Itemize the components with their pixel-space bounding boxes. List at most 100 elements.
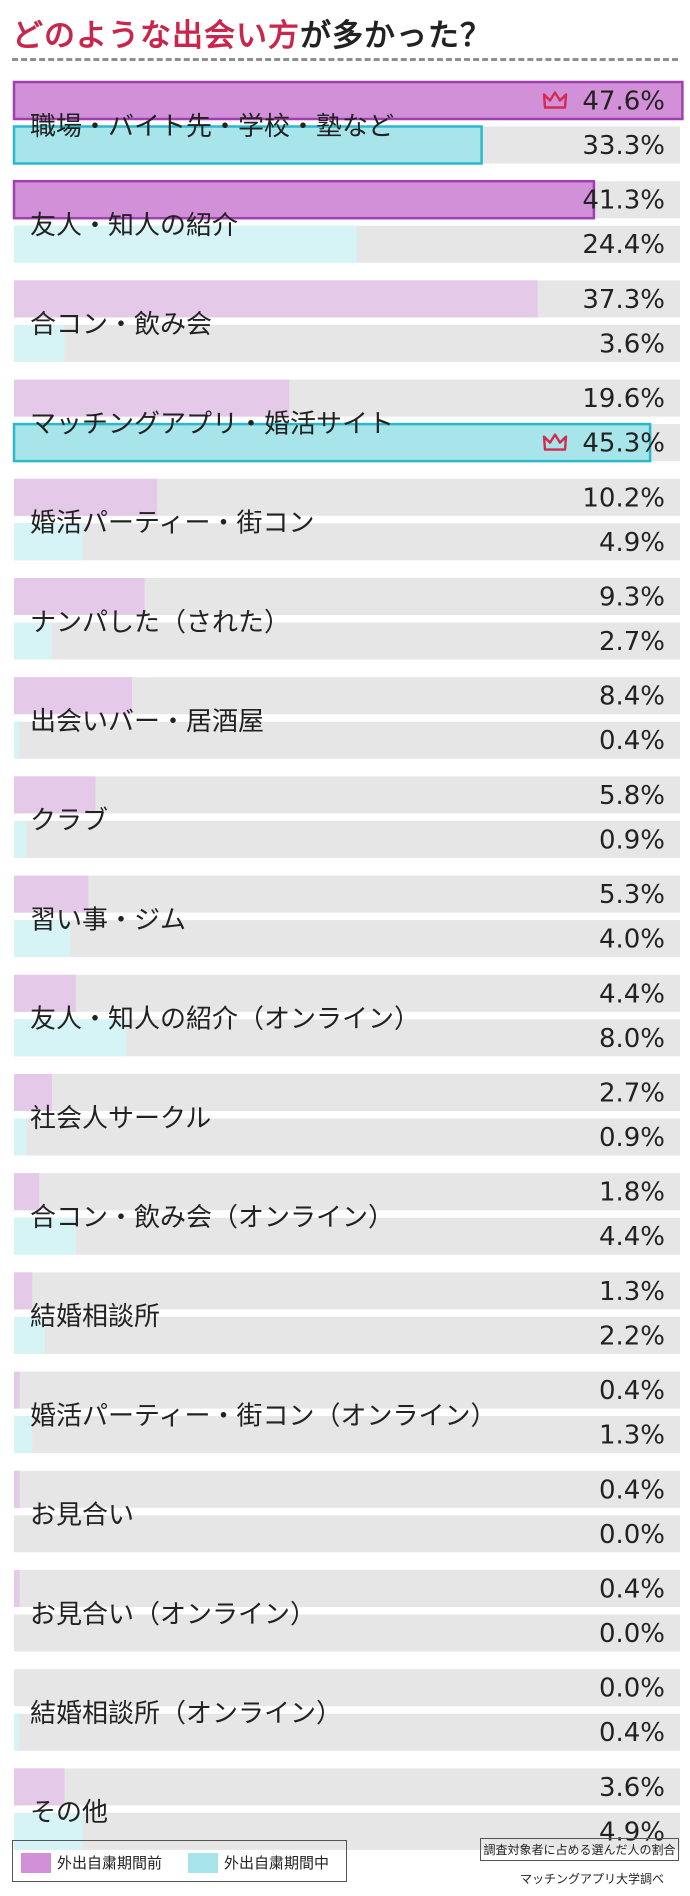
legend-item-before: 外出自粛期間前: [21, 1852, 162, 1873]
bar-track: [14, 1669, 680, 1707]
value-label-before: 19.6%: [582, 384, 665, 414]
value-label-before: 5.3%: [599, 880, 665, 910]
bar-track: [14, 1118, 680, 1156]
bar-track: [14, 875, 680, 913]
bar-track: [14, 1470, 680, 1508]
bar-track: [14, 622, 680, 660]
value-label-before: 37.3%: [582, 285, 665, 315]
value-label-during: 3.6%: [599, 329, 665, 359]
bar-track: [14, 1074, 680, 1111]
bar-during: [14, 225, 357, 263]
category-label: お見合い（オンライン）: [30, 1600, 316, 1630]
value-label-before: 1.8%: [599, 1178, 665, 1208]
value-label-before: 4.4%: [599, 979, 665, 1009]
value-label-before: 3.6%: [599, 1773, 665, 1803]
bar-before: [14, 677, 132, 715]
category-label: その他: [30, 1798, 108, 1828]
value-label-before: 0.0%: [599, 1674, 665, 1704]
bar-track: [14, 523, 680, 561]
legend-label-during: 外出自粛期間中: [224, 1854, 330, 1872]
value-label-before: 5.8%: [599, 781, 665, 811]
category-label: マッチングアプリ・婚活サイト: [30, 409, 394, 439]
bar-track: [14, 974, 680, 1012]
bar-during: [14, 324, 65, 362]
value-label-during: 8.0%: [599, 1024, 665, 1054]
bar-track: [14, 820, 680, 858]
bar-during: [14, 721, 20, 759]
value-label-before: 41.3%: [582, 186, 665, 216]
category-label: 結婚相談所（オンライン）: [30, 1699, 342, 1729]
value-label-before: 8.4%: [599, 682, 665, 712]
category-label: 出会いバー・居酒屋: [30, 707, 264, 737]
bar-during: [14, 1118, 27, 1156]
value-label-during: 45.3%: [582, 429, 665, 459]
value-label-during: 0.4%: [599, 726, 665, 756]
bar-track: [14, 721, 680, 759]
bar-before: [14, 478, 158, 516]
category-label: お見合い: [30, 1501, 134, 1531]
value-label-before: 0.4%: [599, 1575, 665, 1605]
bar-track: [14, 1515, 680, 1553]
bar-before: [14, 1173, 40, 1211]
crown-icon: [542, 91, 568, 109]
category-label: 婚活パーティー・街コン: [30, 509, 314, 539]
survey-note: 調査対象者に占める選んだ人の割合: [480, 1838, 679, 1861]
value-label-during: 2.2%: [599, 1321, 665, 1351]
category-label: 友人・知人の紹介: [30, 211, 238, 241]
value-label-before: 2.7%: [599, 1079, 665, 1109]
legend-swatch-during: [188, 1852, 218, 1873]
bar-track: [14, 1217, 680, 1255]
legend-label-before: 外出自粛期間前: [57, 1854, 163, 1872]
legend: 外出自粛期間前 外出自粛期間中: [12, 1840, 347, 1882]
value-label-during: 24.4%: [582, 230, 665, 260]
bar-track: [14, 1713, 680, 1751]
bar-track: [14, 1614, 680, 1652]
crown-icon: [542, 433, 568, 451]
bar-during: [14, 1416, 33, 1454]
bar-before: [14, 1272, 33, 1310]
bar-during: [14, 820, 27, 858]
category-label: 合コン・飲み会（オンライン）: [30, 1203, 394, 1233]
bar-during: [14, 1019, 127, 1057]
bar-before: [14, 280, 538, 318]
bar-during: [14, 1812, 83, 1850]
bar-before: [14, 1470, 20, 1508]
bar-track: [14, 1173, 680, 1211]
value-label-during: 0.0%: [599, 1520, 665, 1550]
bar-before: [14, 578, 145, 615]
value-label-before: 47.6%: [582, 87, 665, 117]
category-label: ナンパした（された）: [30, 608, 290, 638]
bar-during: [14, 622, 52, 660]
chart-title: どのような出会い方が多かった？: [12, 10, 492, 55]
value-label-during: 4.0%: [599, 925, 665, 955]
bar-before: [14, 379, 290, 417]
bar-during: [12, 125, 483, 165]
category-label: 結婚相談所: [30, 1302, 160, 1332]
value-label-during: 0.9%: [599, 1123, 665, 1153]
value-label-before: 9.3%: [599, 583, 665, 613]
category-label: クラブ: [30, 806, 108, 836]
legend-swatch-before: [21, 1852, 51, 1873]
chart-title-highlight: どのような出会い方: [12, 18, 300, 54]
bar-during: [14, 523, 83, 561]
value-label-during: 4.9%: [599, 1817, 665, 1847]
value-label-during: 0.4%: [599, 1718, 665, 1748]
value-label-before: 1.3%: [599, 1277, 665, 1307]
bar-track: [14, 1812, 680, 1850]
source-credit: マッチングアプリ大学調べ: [520, 1872, 665, 1886]
bar-during: [14, 1316, 45, 1354]
chart-title-rest: が多かった？: [300, 18, 492, 54]
bar-before: [14, 1570, 20, 1607]
category-label: 合コン・飲み会: [30, 310, 212, 340]
value-label-during: 4.4%: [599, 1222, 665, 1252]
bar-track: [14, 776, 680, 814]
category-label: 社会人サークル: [30, 1104, 211, 1134]
bar-before: [14, 776, 96, 814]
category-label: 婚活パーティー・街コン（オンライン）: [30, 1401, 496, 1431]
bar-track: [14, 1272, 680, 1310]
value-label-before: 10.2%: [582, 483, 665, 513]
bar-track: [14, 1570, 680, 1607]
bar-track: [14, 1316, 680, 1354]
bar-before: [14, 1371, 20, 1409]
